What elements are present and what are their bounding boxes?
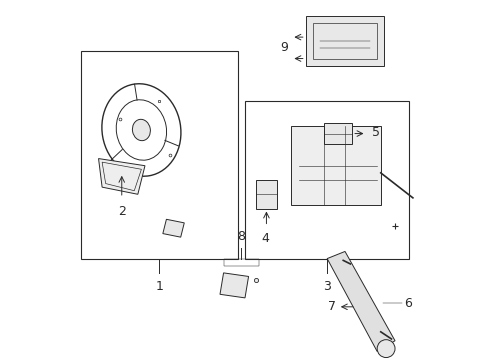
Polygon shape — [163, 219, 184, 237]
Text: 1: 1 — [155, 280, 163, 293]
Ellipse shape — [132, 119, 150, 141]
Bar — [81, 51, 238, 258]
Text: 8: 8 — [238, 230, 245, 243]
Polygon shape — [98, 158, 145, 194]
Text: 5: 5 — [372, 126, 380, 139]
Polygon shape — [220, 273, 248, 298]
Bar — [245, 102, 409, 258]
Text: 9: 9 — [280, 41, 288, 54]
Text: 6: 6 — [404, 297, 412, 310]
Bar — [256, 180, 277, 208]
Text: 7: 7 — [328, 300, 336, 313]
Text: 4: 4 — [261, 232, 269, 245]
Bar — [313, 23, 377, 59]
Bar — [306, 16, 384, 66]
Text: 2: 2 — [118, 205, 126, 218]
Bar — [292, 126, 381, 205]
Circle shape — [377, 340, 395, 357]
Bar — [323, 123, 352, 144]
Polygon shape — [327, 251, 395, 351]
Text: 3: 3 — [323, 280, 331, 293]
